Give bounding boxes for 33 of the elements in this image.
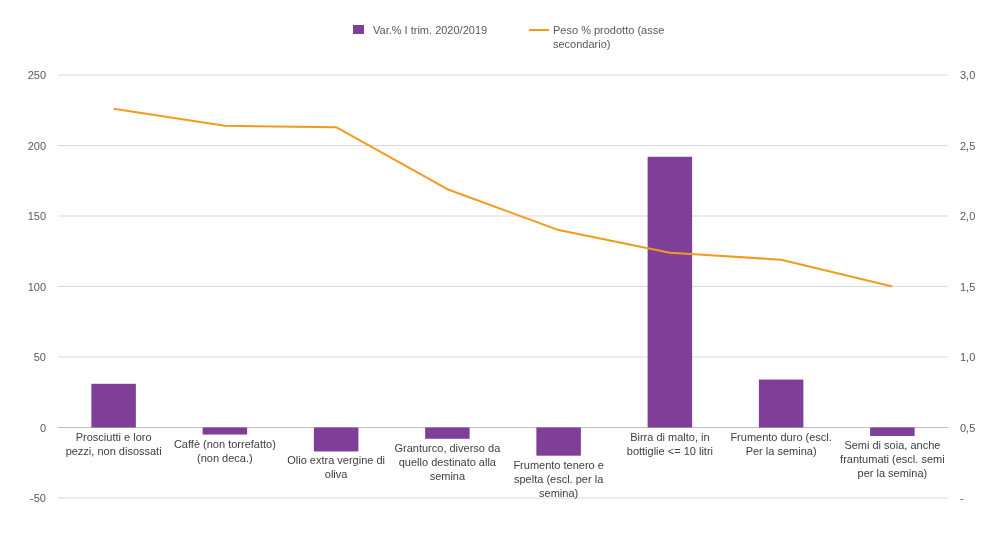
y-tick-label: 100 [27,280,46,293]
line-series [112,107,894,288]
x-tick-label: Birra di malto, in bottiglie <= 10 litri [626,430,713,457]
y-tick-label: 0 [39,421,46,434]
bar [425,427,470,439]
x-tick-label: Olio extra vergine di oliva [287,454,386,481]
x-tick-label: Frumento duro (escl. Per la semina) [730,430,832,457]
bar [536,427,581,456]
x-tick-label: Semi di soia, anche frantumati (escl. semi per la semina) [840,438,945,479]
legend-label: Var.% I trim. 2020/2019 [373,24,488,36]
y2-tick-label: 2,0 [960,210,976,222]
y2-tick-label: 1,5 [960,280,976,293]
bar [647,156,693,428]
y2-tick-label: 2,5 [960,139,976,152]
bar [202,427,248,435]
y-tick-label: 250 [27,69,46,81]
y2-tick-label: 0,5 [960,421,976,434]
x-tick-label: Frumento tenero e spelta (escl. per la semina) [513,458,605,499]
legend-label: Peso % prodotto (asse secondario) [553,24,665,50]
bar [91,383,136,428]
y-tick-label: -50 [30,492,46,504]
bar [313,427,359,452]
y2-tick-label: 3,0 [960,69,976,81]
x-tick-label: Caffè (non torrefatto) (non deca.) [173,437,276,464]
bar [870,427,915,436]
y-tick-label: 200 [27,139,46,152]
bar [758,379,804,428]
x-tick-label: Prosciutti e loro pezzi, non disossati [65,430,162,457]
y-tick-label: 50 [33,351,46,363]
y2-tick-label: 1,0 [960,351,976,363]
y2-tick-label: - [960,492,964,504]
x-tick-label: Granturco, diverso da quello destinato alla semina [394,441,502,482]
y-tick-label: 150 [27,210,46,222]
